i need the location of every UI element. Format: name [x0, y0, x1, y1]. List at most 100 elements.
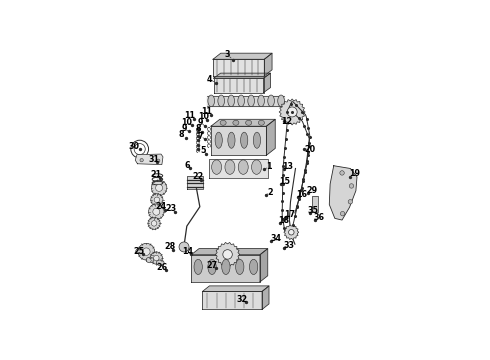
Text: 24: 24 — [155, 202, 167, 211]
Text: 12: 12 — [282, 117, 293, 126]
Ellipse shape — [208, 95, 215, 107]
Ellipse shape — [268, 95, 274, 107]
Ellipse shape — [238, 160, 248, 174]
Circle shape — [153, 255, 159, 261]
Polygon shape — [213, 53, 272, 59]
Ellipse shape — [253, 132, 261, 148]
Text: 23: 23 — [166, 204, 177, 213]
Text: 10: 10 — [181, 118, 192, 127]
Polygon shape — [187, 176, 203, 189]
Text: 2: 2 — [267, 188, 273, 197]
Ellipse shape — [249, 259, 258, 275]
Circle shape — [340, 171, 344, 175]
Polygon shape — [211, 126, 267, 155]
Ellipse shape — [236, 259, 244, 275]
Circle shape — [348, 199, 353, 204]
Polygon shape — [202, 292, 262, 310]
Text: 14: 14 — [182, 247, 193, 256]
Polygon shape — [279, 99, 305, 125]
Ellipse shape — [194, 259, 202, 275]
Ellipse shape — [278, 95, 284, 107]
Circle shape — [138, 243, 155, 260]
Circle shape — [148, 204, 164, 220]
Circle shape — [151, 180, 167, 195]
Polygon shape — [202, 286, 269, 292]
Polygon shape — [191, 249, 268, 255]
Ellipse shape — [220, 120, 226, 125]
Ellipse shape — [136, 248, 144, 254]
Text: 33: 33 — [283, 240, 294, 249]
Polygon shape — [211, 119, 275, 126]
Ellipse shape — [248, 95, 254, 107]
Text: 19: 19 — [349, 169, 361, 178]
Text: 30: 30 — [129, 142, 140, 151]
Ellipse shape — [228, 132, 235, 148]
Ellipse shape — [238, 95, 245, 107]
Polygon shape — [260, 249, 268, 282]
Ellipse shape — [241, 132, 248, 148]
Text: 11: 11 — [184, 111, 195, 120]
Circle shape — [287, 107, 297, 117]
Polygon shape — [209, 159, 269, 177]
Circle shape — [223, 250, 232, 259]
Text: 6: 6 — [184, 161, 190, 170]
Text: 32: 32 — [237, 295, 248, 304]
Ellipse shape — [156, 260, 164, 266]
Text: 28: 28 — [165, 242, 176, 251]
Text: 18: 18 — [278, 216, 290, 225]
Polygon shape — [329, 166, 357, 220]
Ellipse shape — [245, 120, 252, 125]
Circle shape — [349, 184, 354, 188]
Ellipse shape — [146, 257, 154, 263]
Text: 8: 8 — [195, 124, 201, 133]
Circle shape — [156, 184, 163, 192]
Text: 15: 15 — [279, 177, 290, 186]
Polygon shape — [264, 73, 270, 93]
Circle shape — [151, 221, 157, 226]
Polygon shape — [214, 73, 270, 78]
Ellipse shape — [225, 160, 235, 174]
Polygon shape — [312, 195, 318, 212]
Circle shape — [140, 158, 143, 162]
Text: 8: 8 — [178, 130, 184, 139]
Text: 36: 36 — [314, 213, 324, 222]
Polygon shape — [214, 78, 264, 93]
Circle shape — [143, 248, 150, 255]
Circle shape — [157, 159, 160, 162]
Text: 35: 35 — [308, 206, 319, 215]
Circle shape — [150, 252, 162, 264]
Text: 31: 31 — [148, 154, 159, 163]
Ellipse shape — [233, 120, 239, 125]
Circle shape — [153, 208, 160, 215]
Polygon shape — [284, 225, 299, 239]
Circle shape — [148, 217, 160, 229]
Polygon shape — [262, 286, 269, 310]
Text: 3: 3 — [225, 50, 230, 59]
Text: 26: 26 — [156, 263, 168, 272]
Ellipse shape — [258, 95, 265, 107]
Text: 5: 5 — [200, 146, 205, 155]
Text: 21: 21 — [151, 170, 162, 179]
Ellipse shape — [222, 259, 230, 275]
Text: 9: 9 — [198, 118, 203, 127]
Polygon shape — [267, 119, 275, 155]
Text: 27: 27 — [206, 261, 218, 270]
Circle shape — [289, 230, 294, 235]
Text: 25: 25 — [133, 247, 145, 256]
Circle shape — [179, 242, 189, 252]
Ellipse shape — [218, 95, 224, 107]
Text: 16: 16 — [296, 190, 307, 199]
Circle shape — [341, 211, 345, 216]
Polygon shape — [191, 255, 260, 282]
Text: 22: 22 — [192, 172, 203, 181]
Polygon shape — [207, 96, 284, 106]
Circle shape — [151, 194, 163, 206]
Text: 20: 20 — [304, 145, 316, 154]
Text: 4: 4 — [206, 75, 212, 84]
Text: 9: 9 — [181, 124, 187, 133]
Polygon shape — [264, 53, 272, 76]
Ellipse shape — [208, 259, 216, 275]
Text: 34: 34 — [270, 234, 281, 243]
Text: 17: 17 — [284, 210, 295, 219]
Text: 1: 1 — [267, 162, 272, 171]
